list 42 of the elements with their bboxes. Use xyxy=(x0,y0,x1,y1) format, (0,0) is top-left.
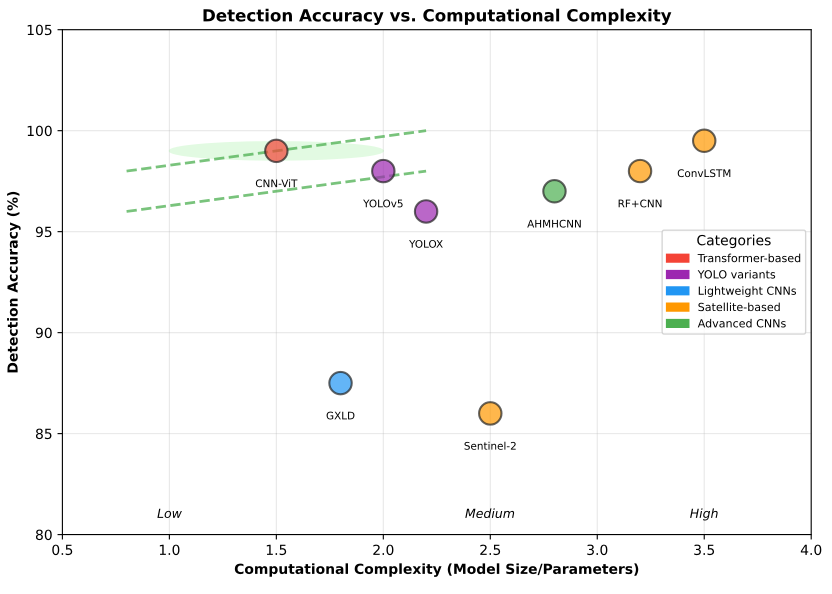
y-axis-title: Detection Accuracy (%) xyxy=(7,192,21,372)
annotation: ConvLSTM xyxy=(678,169,730,178)
x-tick-label: 0.5 xyxy=(52,544,72,556)
legend-title: Categories xyxy=(697,234,771,248)
y-tick-label: 85 xyxy=(36,428,52,440)
x-tick-label: 1.0 xyxy=(160,544,180,556)
point xyxy=(692,128,716,154)
annotation: Sentinel-2 xyxy=(464,442,516,450)
legend-label: YOLO variants xyxy=(698,270,776,279)
legend-label: Advanced CNNs xyxy=(698,318,786,328)
legend-label: Lightweight CNNs xyxy=(698,286,796,298)
annotation: Low xyxy=(157,508,182,518)
annotation: Medium xyxy=(465,508,514,518)
x-axis-title: Computational Complexity (Model Size/Parameters) xyxy=(234,563,638,577)
x-tick-label: 4.0 xyxy=(800,544,822,556)
point xyxy=(264,138,289,164)
x-tick-label: 2.0 xyxy=(373,544,394,556)
point xyxy=(478,401,503,426)
annotation: RF+CNN xyxy=(618,200,662,208)
x-tick-label: 2.5 xyxy=(480,544,500,556)
annotation: GXLD xyxy=(326,412,354,420)
legend-label: Satellite-based xyxy=(698,302,780,312)
annotation: CNN-ViT xyxy=(256,179,298,188)
x-tick-label: 3.0 xyxy=(587,544,608,556)
x-tick-label: 3.5 xyxy=(694,544,714,556)
annotation: High xyxy=(690,508,718,520)
y-tick-label: 80 xyxy=(36,530,52,540)
chart-title: Detection Accuracy vs. Computational Complexity xyxy=(204,8,672,25)
y-tick-label: 105 xyxy=(28,24,52,36)
point xyxy=(542,179,567,204)
annotation: AHMHCNN xyxy=(527,220,581,228)
point xyxy=(328,370,353,396)
legend-label: Transformer-based xyxy=(698,254,800,262)
point xyxy=(371,158,396,184)
y-tick-label: 100 xyxy=(28,126,52,136)
y-tick-label: 95 xyxy=(36,226,52,238)
annotation: YOLOv5 xyxy=(363,200,403,208)
point xyxy=(628,158,652,184)
point xyxy=(414,199,438,224)
y-tick-label: 90 xyxy=(36,328,52,338)
x-tick-label: 1.5 xyxy=(266,544,286,556)
annotation: YOLOX xyxy=(409,240,443,248)
